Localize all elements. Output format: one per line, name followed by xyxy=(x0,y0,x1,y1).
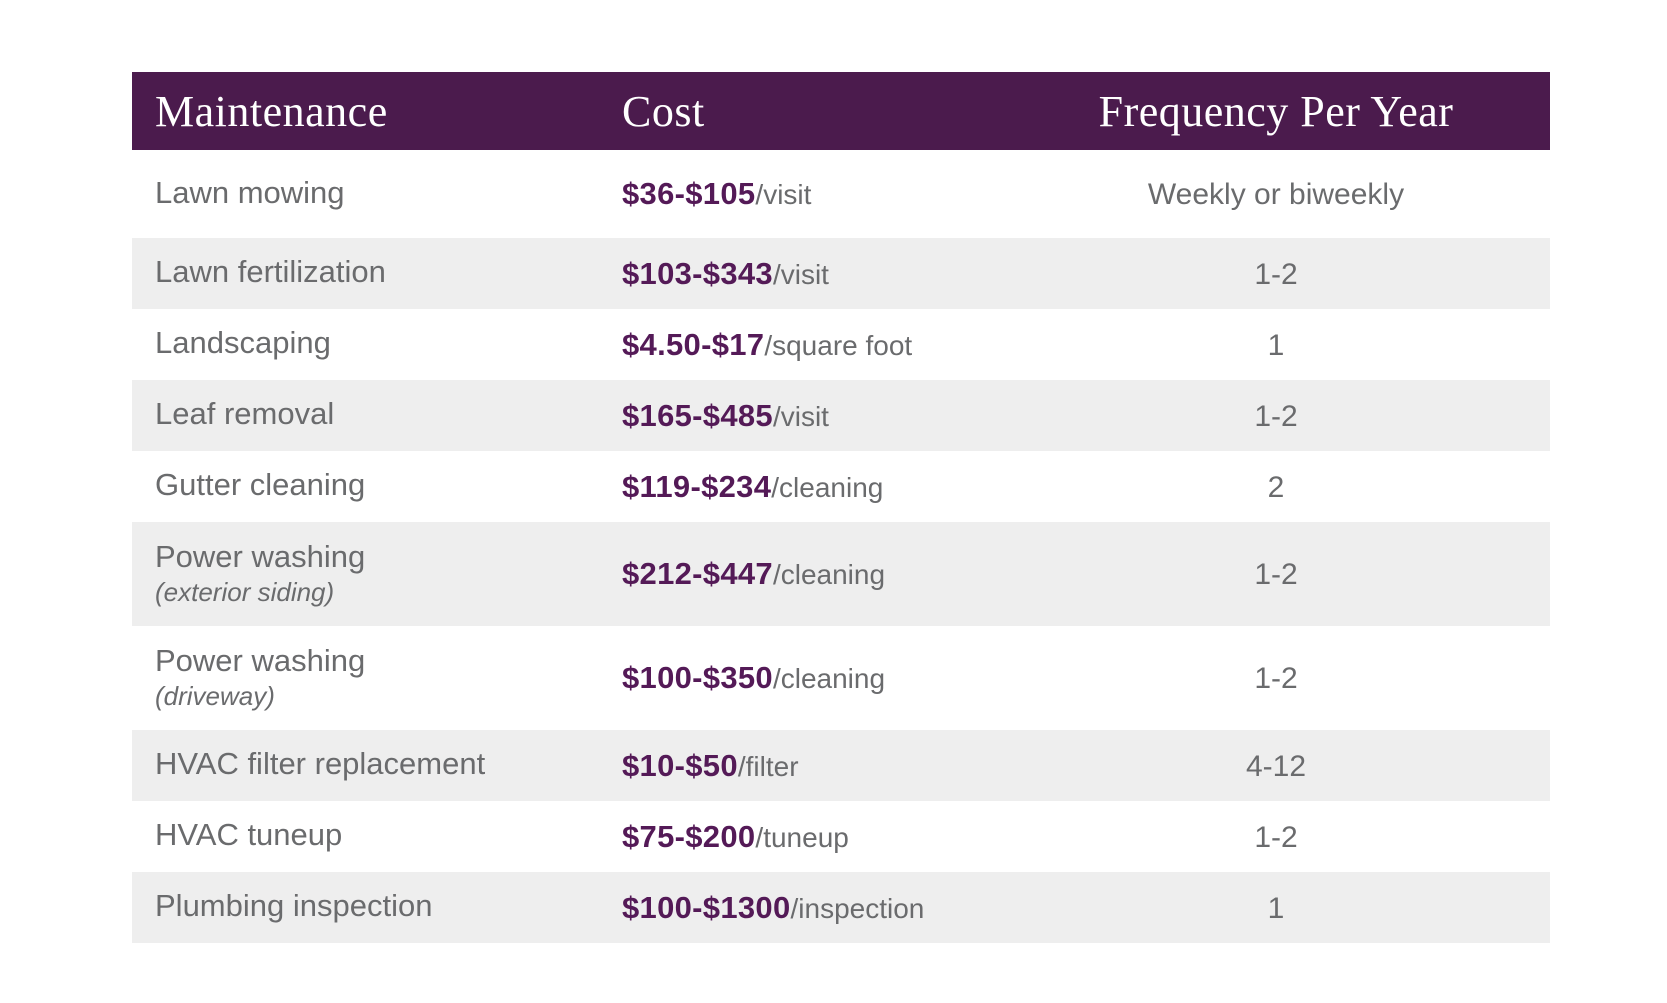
frequency-value: Weekly or biweekly xyxy=(1147,178,1405,211)
cost-value: $100-$1300 xyxy=(622,889,791,925)
maintenance-cell: Power washing (exterior siding) xyxy=(132,538,622,609)
cost-value: $165-$485 xyxy=(622,397,773,433)
cost-cell: $100-$1300/inspection xyxy=(622,890,1002,926)
maintenance-cell: HVAC filter replacement xyxy=(132,747,622,783)
cost-cell: $212-$447/cleaning xyxy=(622,556,1002,592)
frequency-cell: 1-2 xyxy=(1002,660,1550,696)
cost-cell: $100-$350/cleaning xyxy=(622,660,1002,696)
header-cost: Cost xyxy=(622,86,705,136)
frequency-cell: 2 xyxy=(1002,469,1550,505)
cost-cell: $4.50-$17/square foot xyxy=(622,327,1002,363)
frequency-value: 1-2 xyxy=(1254,257,1298,291)
maintenance-cell: Power washing (driveway) xyxy=(132,642,622,713)
frequency-cell: 4-12 xyxy=(1002,748,1550,784)
table-header-row: Maintenance Cost Frequency Per Year xyxy=(132,72,1550,150)
maintenance-name: Leaf removal xyxy=(155,396,335,432)
cost-unit: /tuneup xyxy=(755,821,849,853)
cost-value: $119-$234 xyxy=(622,468,772,504)
frequency-value: 2 xyxy=(1267,470,1285,504)
frequency-cell: Weekly or biweekly xyxy=(1002,176,1550,212)
frequency-value: 1 xyxy=(1267,891,1285,925)
frequency-value: 1 xyxy=(1267,328,1285,362)
cost-cell: $103-$343/visit xyxy=(622,256,1002,292)
table-row: Lawn fertilization $103-$343/visit 1-2 xyxy=(132,238,1550,309)
frequency-value: 4-12 xyxy=(1245,749,1307,783)
frequency-cell: 1-2 xyxy=(1002,556,1550,592)
cost-value: $100-$350 xyxy=(622,660,773,695)
cost-unit: /filter xyxy=(737,750,799,782)
maintenance-name: Lawn mowing xyxy=(155,174,345,210)
maintenance-cell: Plumbing inspection xyxy=(132,889,622,925)
maintenance-cell: Leaf removal xyxy=(132,397,622,433)
frequency-value: 1-2 xyxy=(1254,820,1298,854)
cost-value: $212-$447 xyxy=(622,556,773,591)
cost-unit: /square foot xyxy=(764,329,913,361)
cost-cell: $119-$234/cleaning xyxy=(622,469,1002,505)
frequency-value: 1-2 xyxy=(1254,558,1298,591)
cost-unit: /visit xyxy=(772,258,829,290)
table-row: Power washing (exterior siding) $212-$44… xyxy=(132,522,1550,626)
header-maintenance: Maintenance xyxy=(155,86,388,136)
table-body: Lawn mowing $36-$105/visit Weekly or biw… xyxy=(132,150,1550,943)
maintenance-name: Power washing xyxy=(155,642,366,678)
cost-cell: $75-$200/tuneup xyxy=(622,819,1002,855)
table-row: Power washing (driveway) $100-$350/clean… xyxy=(132,626,1550,730)
cost-unit: /visit xyxy=(755,179,812,210)
frequency-cell: 1 xyxy=(1002,890,1550,926)
table-row: Plumbing inspection $100-$1300/inspectio… xyxy=(132,872,1550,943)
maintenance-note: (driveway) xyxy=(155,680,275,711)
cost-cell: $36-$105/visit xyxy=(622,176,1002,212)
maintenance-cell: Lawn fertilization xyxy=(132,255,622,291)
maintenance-name: HVAC tuneup xyxy=(155,817,343,853)
table-row: Landscaping $4.50-$17/square foot 1 xyxy=(132,309,1550,380)
maintenance-cost-table: Maintenance Cost Frequency Per Year Lawn… xyxy=(132,72,1550,943)
cost-value: $4.50-$17 xyxy=(622,326,765,362)
frequency-value: 1-2 xyxy=(1254,662,1298,695)
cost-cell: $165-$485/visit xyxy=(622,398,1002,434)
maintenance-name: Lawn fertilization xyxy=(155,254,386,290)
cost-value: $75-$200 xyxy=(622,818,756,854)
frequency-cell: 1-2 xyxy=(1002,256,1550,292)
maintenance-cell: HVAC tuneup xyxy=(132,818,622,854)
table-row: Lawn mowing $36-$105/visit Weekly or biw… xyxy=(132,150,1550,238)
maintenance-cell: Gutter cleaning xyxy=(132,468,622,504)
maintenance-cell: Landscaping xyxy=(132,326,622,362)
cost-unit: /cleaning xyxy=(772,559,886,590)
table-row: HVAC filter replacement $10-$50/filter 4… xyxy=(132,730,1550,801)
cost-unit: /cleaning xyxy=(771,471,884,503)
cost-cell: $10-$50/filter xyxy=(622,748,1002,784)
cost-value: $10-$50 xyxy=(622,747,738,783)
frequency-cell: 1-2 xyxy=(1002,819,1550,855)
cost-value: $103-$343 xyxy=(622,255,773,291)
maintenance-name: HVAC filter replacement xyxy=(155,746,486,782)
frequency-cell: 1 xyxy=(1002,327,1550,363)
table-row: Leaf removal $165-$485/visit 1-2 xyxy=(132,380,1550,451)
cost-value: $36-$105 xyxy=(622,176,756,211)
cost-unit: /inspection xyxy=(790,892,925,924)
maintenance-name: Gutter cleaning xyxy=(155,467,366,503)
cost-unit: /cleaning xyxy=(772,663,886,694)
maintenance-name: Plumbing inspection xyxy=(155,888,433,924)
maintenance-cell: Lawn mowing xyxy=(132,174,622,212)
frequency-cell: 1-2 xyxy=(1002,398,1550,434)
cost-unit: /visit xyxy=(772,400,829,432)
maintenance-name: Landscaping xyxy=(155,325,331,361)
maintenance-note: (exterior siding) xyxy=(155,576,335,607)
maintenance-name: Power washing xyxy=(155,538,366,574)
frequency-value: 1-2 xyxy=(1254,399,1298,433)
table-row: HVAC tuneup $75-$200/tuneup 1-2 xyxy=(132,801,1550,872)
header-frequency: Frequency Per Year xyxy=(1098,86,1454,136)
table-row: Gutter cleaning $119-$234/cleaning 2 xyxy=(132,451,1550,522)
